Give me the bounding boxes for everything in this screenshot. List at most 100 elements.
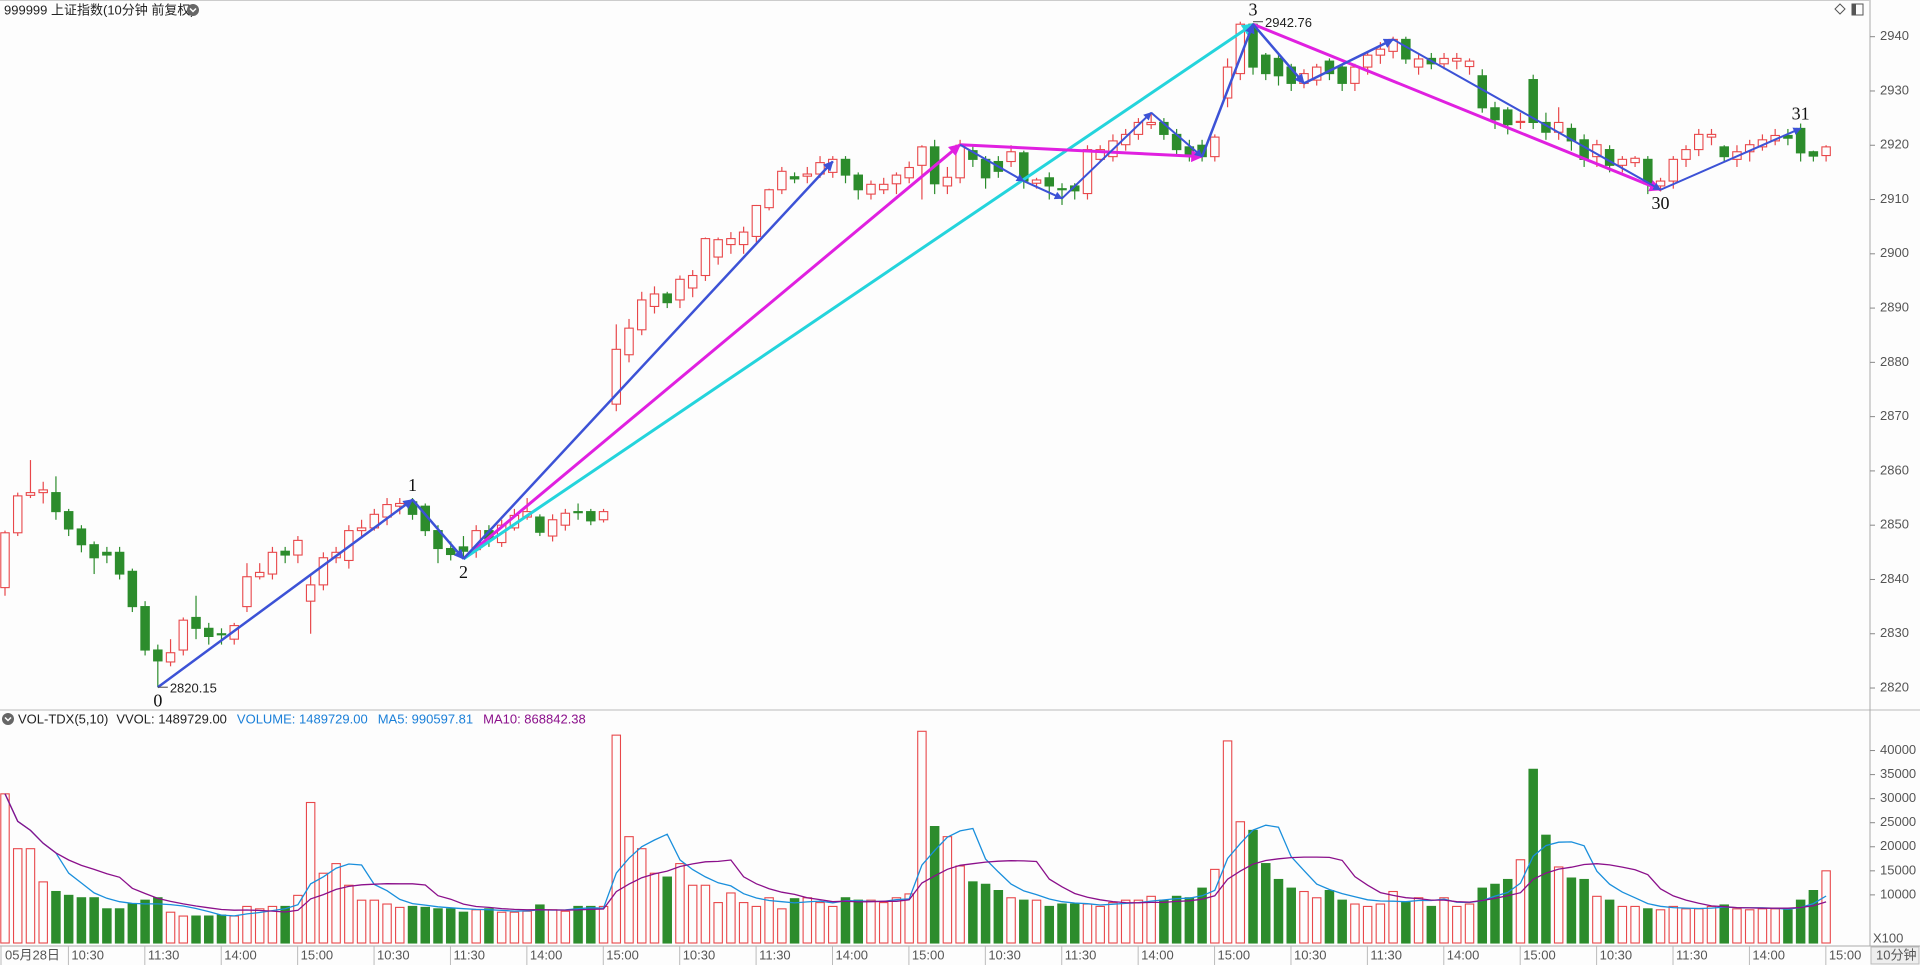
volume-bar (1452, 905, 1462, 944)
period-box[interactable] (1870, 946, 1920, 965)
y-tick-label: 25000 (1880, 814, 1916, 829)
volume-bar (1604, 899, 1615, 944)
volume-bar (1502, 878, 1513, 944)
candle-body (1006, 151, 1016, 163)
volume-bar (38, 881, 48, 944)
candle-body (751, 204, 762, 237)
volume-bar (1082, 903, 1093, 944)
candle-body (1362, 54, 1373, 68)
volume-bar (1541, 834, 1551, 944)
volume-bar (395, 906, 405, 944)
volume-bar (1337, 899, 1347, 944)
candle-body (840, 158, 851, 176)
candle-body (1617, 158, 1628, 166)
volume-bar (458, 911, 469, 944)
volume-bar (522, 910, 532, 944)
volume-bar (1222, 740, 1233, 944)
candle-body (738, 231, 749, 246)
candle-body (802, 173, 813, 177)
volume-bar (815, 902, 825, 944)
volume-bar (1388, 890, 1398, 944)
y-tick-label: 2870 (1880, 408, 1909, 423)
legend-entry: MA10: 868842.38 (483, 711, 586, 726)
candle-body (636, 299, 647, 331)
ma-line (4, 793, 1827, 913)
x-tick-label: 11:30 (759, 947, 791, 962)
x-tick-label: 10:30 (683, 947, 716, 962)
volume-bar (216, 914, 227, 944)
candle-body (0, 532, 10, 589)
candle-body (445, 547, 456, 556)
y-tick-label: 2830 (1880, 625, 1909, 640)
menu-icon[interactable] (187, 4, 199, 16)
volume-bar (1311, 897, 1322, 944)
trend-line (1150, 111, 1203, 158)
candle-body (1273, 57, 1284, 77)
candle-body (1210, 136, 1220, 158)
volume-bar (280, 905, 290, 944)
candle-body (955, 144, 965, 179)
toggle-icon[interactable] (1834, 3, 1846, 15)
volume-bar (929, 826, 940, 944)
x-tick-label: 15:00 (606, 947, 639, 962)
volume-bar (1770, 908, 1780, 944)
candle-body (789, 176, 800, 180)
volume-bar (1273, 878, 1284, 944)
candle-body (586, 511, 596, 522)
candle-body (917, 146, 927, 166)
indicator-name: VOL-TDX(5,10) (18, 711, 108, 726)
volume-bar (1515, 859, 1526, 944)
volume-bar (1464, 903, 1475, 944)
candle-body (1439, 57, 1449, 65)
pivot-label: 0 (153, 690, 162, 710)
x-tick-label: 14:00 (530, 947, 563, 962)
volume-bar (267, 905, 278, 944)
candle-body (1821, 146, 1831, 157)
candle-body (216, 633, 227, 636)
candle-body (649, 293, 660, 307)
candle-body (1146, 121, 1156, 126)
volume-bar (1808, 890, 1819, 944)
volume-bar (356, 899, 367, 944)
volume-bar (1133, 899, 1144, 944)
y-tick-label: 2940 (1880, 28, 1909, 43)
y-tick-label: 2910 (1880, 191, 1909, 206)
volume-bar (1490, 883, 1500, 944)
trend-line (411, 498, 465, 560)
volume-bar (1375, 903, 1386, 944)
volume-bar (1095, 905, 1105, 944)
volume-bar (305, 801, 316, 944)
candle-body (38, 489, 48, 494)
volume-bar (344, 884, 354, 944)
volume-bar (1120, 899, 1131, 944)
y-tick-label: 40000 (1880, 742, 1916, 757)
candle-body (318, 557, 329, 586)
volume-bar (1655, 909, 1666, 944)
volume-bar (242, 905, 252, 944)
volume-bar (0, 793, 10, 944)
volume-bar (726, 892, 736, 944)
chart-title: 999999 上证指数(10分钟 前复权) (4, 2, 195, 17)
trend-line (1303, 38, 1395, 85)
volume-bar (471, 909, 481, 944)
candle-body (547, 519, 558, 537)
volume-menu-icon[interactable] (2, 713, 14, 725)
candle-body (662, 293, 672, 304)
y-tick-label: 2820 (1880, 679, 1909, 694)
y-tick-label: 2850 (1880, 517, 1909, 532)
candle-body (89, 544, 99, 559)
candle-body (114, 551, 125, 575)
volume-bar (140, 899, 150, 944)
window-icon[interactable] (1851, 3, 1864, 16)
volume-bar (165, 911, 176, 944)
x-tick-label: 10:30 (988, 947, 1021, 962)
candle-body (293, 539, 303, 556)
volume-bar (1108, 902, 1118, 944)
volume-bar (369, 899, 380, 944)
y-tick-label: 15000 (1880, 862, 1916, 877)
volume-bar (1694, 908, 1704, 944)
volume-bar (955, 865, 965, 944)
volume-bar (1732, 908, 1742, 944)
period-label[interactable]: 10分钟 (1876, 947, 1916, 962)
